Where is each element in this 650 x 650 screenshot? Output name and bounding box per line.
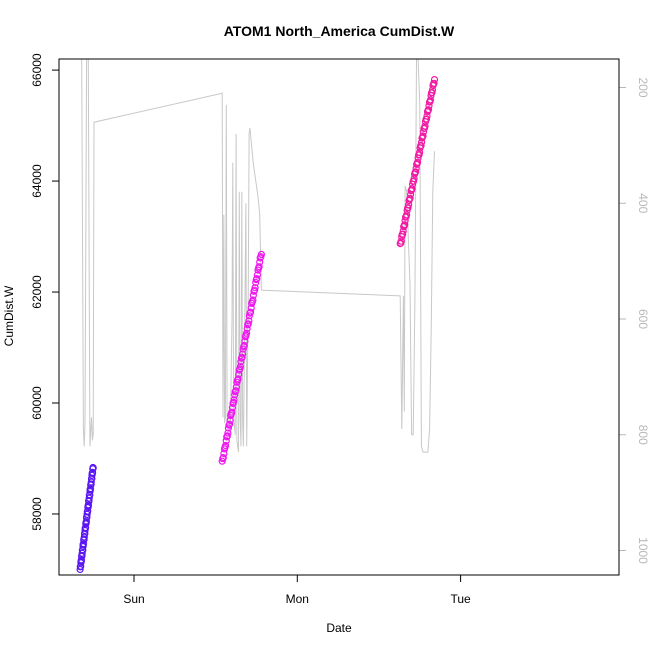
- x-axis-label: Date: [326, 621, 352, 635]
- data-point: [80, 533, 88, 541]
- data-point: [239, 350, 247, 358]
- data-point: [253, 275, 261, 283]
- y-tick-label: 60000: [30, 386, 44, 420]
- data-point: [234, 375, 242, 383]
- data-point: [417, 141, 425, 150]
- data-point: [401, 221, 409, 229]
- data-point: [231, 391, 239, 399]
- data-point: [249, 291, 257, 299]
- x-tick-label: Mon: [286, 592, 309, 606]
- data-point: [222, 437, 230, 445]
- y-axis-label: CumDist.W: [2, 285, 16, 346]
- data-point: [78, 549, 86, 557]
- y-tick-label: 66000: [30, 53, 44, 87]
- y2-tick-label: 200: [636, 77, 650, 97]
- data-point: [84, 501, 93, 509]
- data-point: [412, 168, 420, 176]
- data-point: [428, 88, 436, 97]
- data-point: [251, 284, 259, 292]
- data-point: [85, 494, 93, 502]
- y2-tick-label: 400: [636, 193, 650, 213]
- points-layer: [76, 75, 439, 574]
- y2-tick-label: 600: [636, 309, 650, 329]
- data-point: [422, 115, 431, 123]
- x-tick-label: Tue: [450, 592, 471, 606]
- y2-tick-label: 800: [636, 425, 650, 445]
- data-point: [245, 317, 253, 325]
- data-point: [86, 485, 95, 493]
- y-tick-label: 58000: [30, 497, 44, 531]
- data-point: [430, 75, 439, 84]
- data-point: [87, 478, 95, 486]
- axes-layer: Sun Mon Tue 58000 60000 62000 64000 66000 200 400…: [30, 53, 650, 606]
- data-point: [408, 185, 416, 193]
- data-point: [244, 320, 252, 328]
- data-point: [249, 296, 257, 304]
- data-point: [77, 556, 86, 564]
- data-point: [404, 204, 412, 212]
- data-point: [414, 158, 422, 166]
- x-tick-label: Sun: [123, 592, 144, 606]
- data-point: [226, 416, 234, 424]
- data-point: [253, 271, 261, 279]
- data-point: [223, 432, 231, 440]
- data-point: [230, 396, 238, 404]
- chart-title: ATOM1 North_America CumDist.W: [224, 23, 455, 39]
- data-point: [406, 194, 414, 202]
- y-tick-label: 62000: [30, 275, 44, 309]
- y-tick-label: 64000: [30, 164, 44, 198]
- data-point: [224, 429, 232, 437]
- data-point: [416, 148, 424, 156]
- data-point: [424, 106, 433, 114]
- data-point: [257, 250, 265, 258]
- data-point: [426, 96, 435, 104]
- data-point: [247, 308, 255, 316]
- data-point: [421, 122, 429, 130]
- data-point: [82, 517, 91, 525]
- data-point: [243, 324, 251, 332]
- data-point: [255, 263, 263, 271]
- y2-tick-label: 1000: [636, 537, 650, 564]
- data-point: [252, 278, 260, 287]
- data-point: [399, 230, 407, 238]
- data-point: [419, 132, 427, 140]
- data-point: [236, 363, 244, 371]
- data-point: [232, 387, 240, 395]
- data-point: [430, 79, 438, 87]
- data-point: [224, 424, 232, 432]
- data-point: [238, 353, 246, 361]
- data-point: [245, 312, 253, 320]
- data-point: [403, 211, 411, 219]
- data-point: [79, 540, 88, 548]
- data-point: [222, 441, 230, 450]
- data-point: [228, 403, 236, 412]
- data-point: [232, 383, 240, 391]
- data-point: [226, 420, 234, 428]
- data-point: [240, 341, 248, 350]
- data-point: [89, 464, 97, 472]
- data-point: [88, 468, 97, 476]
- data-point: [76, 565, 84, 574]
- data-point: [243, 329, 251, 337]
- data-point: [237, 358, 245, 366]
- line-series-layer: [80, 58, 435, 453]
- data-point: [228, 408, 236, 416]
- line-series: [80, 58, 435, 453]
- plot-frame: [58, 58, 620, 576]
- data-point: [219, 454, 227, 462]
- data-point: [397, 237, 405, 245]
